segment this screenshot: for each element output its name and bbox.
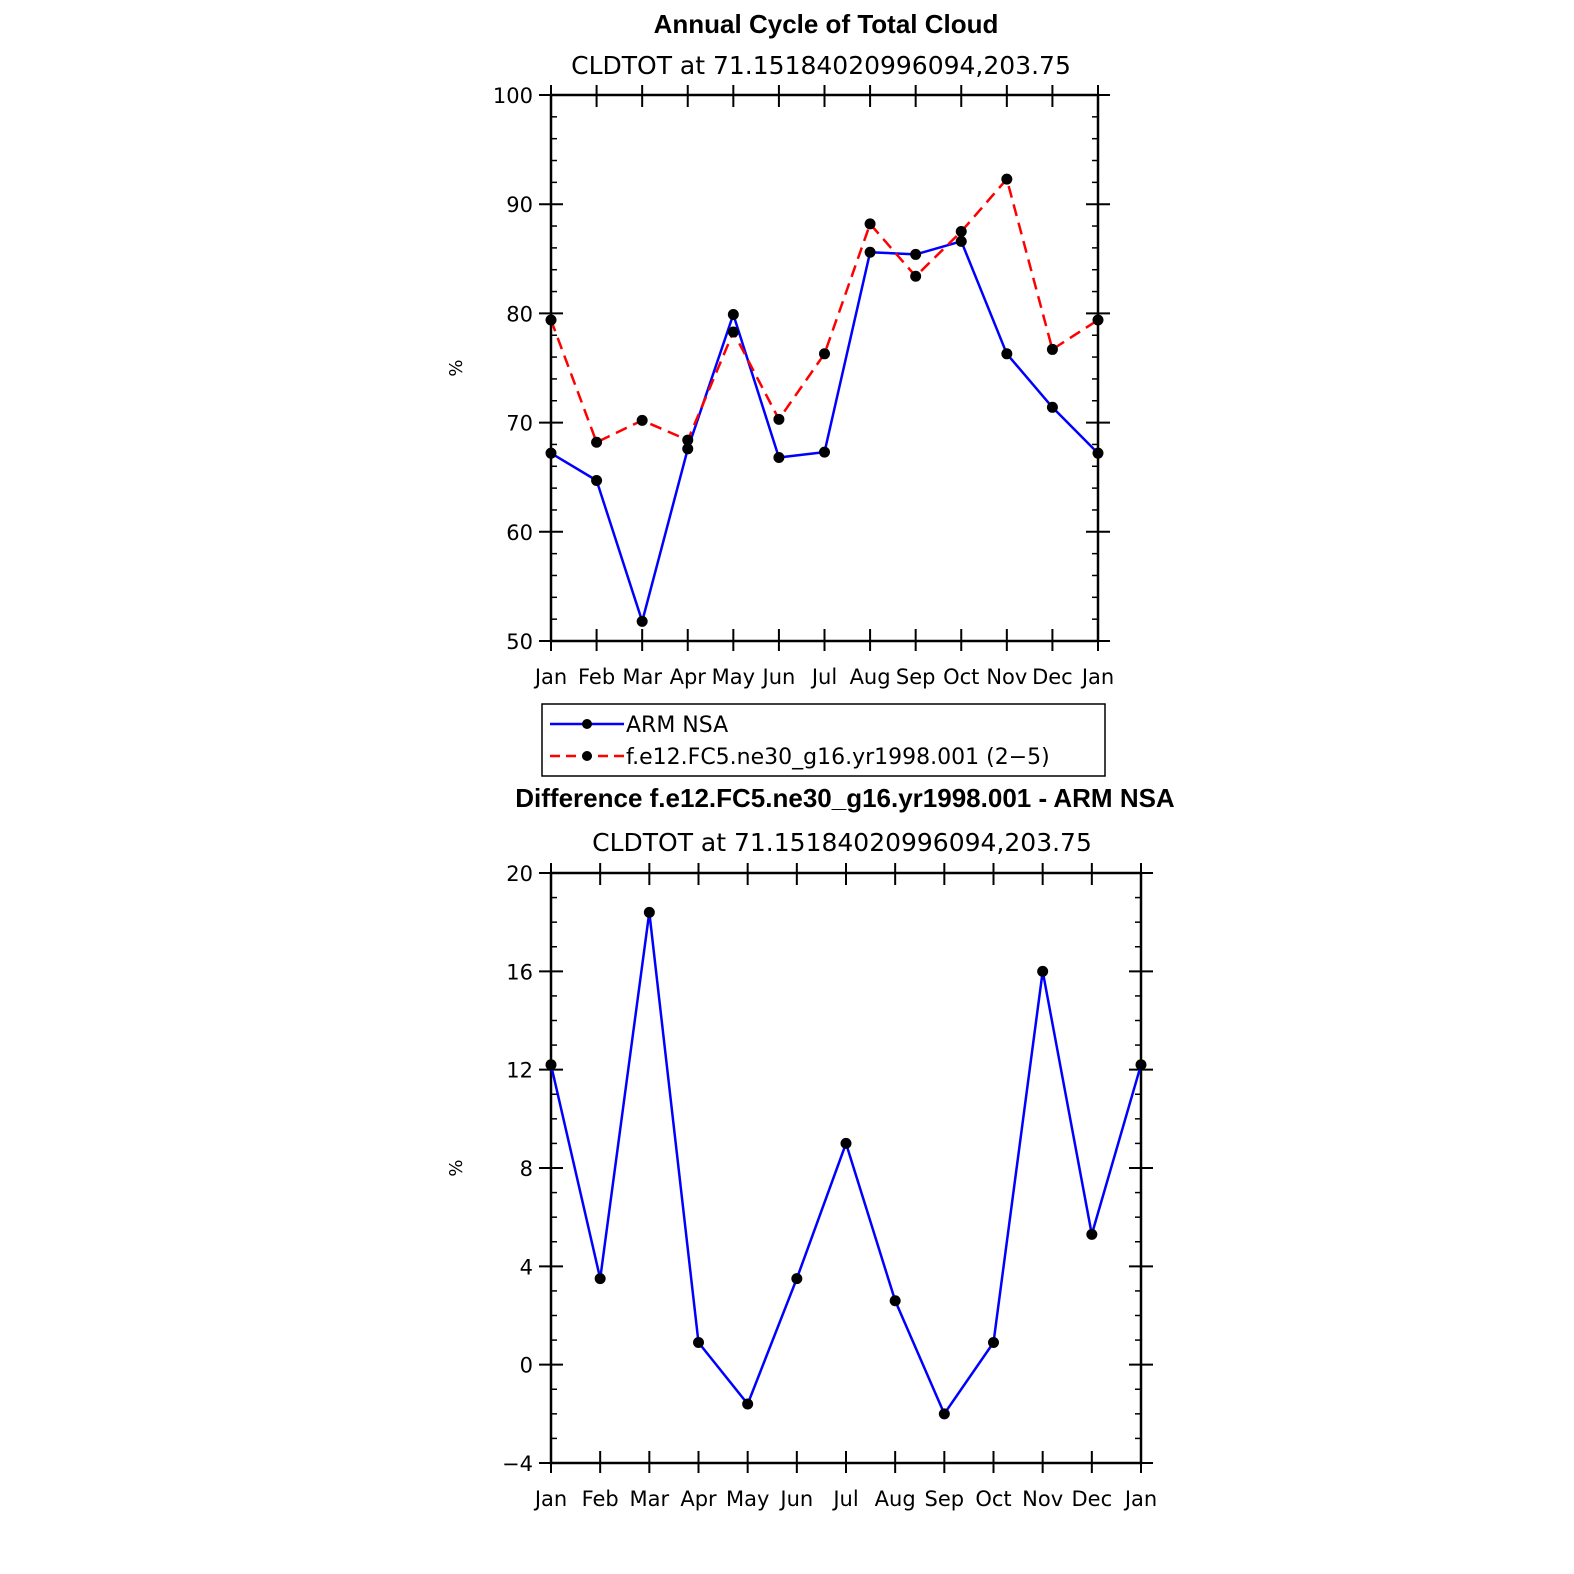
chart1-series-1-point xyxy=(1001,173,1013,185)
chart2-xtick-label: Oct xyxy=(975,1487,1011,1511)
chart2-series-0-point xyxy=(889,1295,901,1307)
chart1-ytick-label: 80 xyxy=(506,302,533,326)
chart1-series-1-point xyxy=(1092,314,1104,326)
chart1-series-0-point xyxy=(955,235,967,247)
chart1-series-1-point xyxy=(819,348,830,360)
chart1-xtick-label: Jun xyxy=(761,665,796,689)
chart1-series-1-point xyxy=(545,314,557,326)
chart1-series-1-point xyxy=(591,436,603,448)
chart1-ytick-label: 70 xyxy=(506,412,533,436)
chart1-series-1-line xyxy=(549,177,1099,444)
legend-model-label: f.e12.FC5.ne30_g16.yr1998.001 (2−5) xyxy=(626,745,1050,770)
chart1-ylabel: % xyxy=(446,359,467,376)
chart2-ytick-label: 12 xyxy=(506,1059,533,1083)
chart2-series-0-point xyxy=(1086,1228,1098,1240)
chart2-xtick-label: Apr xyxy=(680,1487,717,1511)
chart2-xtick-label: May xyxy=(726,1487,769,1511)
chart1-series-0-point xyxy=(1001,348,1013,360)
chart1-plot-area: 50 60 70 80 90 100 Jan Feb Mar Apr May Jun Jul Aug Sep… xyxy=(493,84,1114,689)
chart1-xtick-label: Apr xyxy=(670,665,707,689)
chart1-xtick-label: Aug xyxy=(850,665,891,689)
chart2-title: Difference f.e12.FC5.ne30_g16.yr1998.001… xyxy=(515,783,1175,813)
chart2-series-0-point xyxy=(545,1059,557,1071)
chart1-ytick-label: 90 xyxy=(506,193,533,217)
chart2-subtitle: CLDTOT at 71.15184020996094,203.75 xyxy=(592,828,1092,857)
chart1-xtick-label: Jul xyxy=(810,665,837,689)
chart1-series-1-point xyxy=(636,414,648,426)
chart1-series-0-point xyxy=(1092,447,1104,459)
chart2-xtick-label: Feb xyxy=(582,1487,619,1511)
chart2-series-0-point xyxy=(840,1137,852,1149)
chart2-xtick-label: Jan xyxy=(1123,1487,1157,1511)
chart1-series-0-point xyxy=(591,474,603,486)
chart1-ytick-label: 100 xyxy=(493,84,533,108)
chart1-xtick-label: Feb xyxy=(578,665,615,689)
chart2-series-0-point xyxy=(693,1337,704,1349)
chart1-xtick-label: May xyxy=(712,665,755,689)
chart2-xtick-label: Jul xyxy=(831,1487,858,1511)
chart1-xtick-label: Jan xyxy=(533,665,567,689)
chart2-series-0-point xyxy=(938,1408,950,1420)
chart1-xtick-label: Nov xyxy=(986,665,1027,689)
chart1-series-1-point xyxy=(955,226,967,237)
chart2-ytick-label: 4 xyxy=(520,1255,533,1279)
chart2-plot-area: −4 0 4 8 12 16 20 Jan Feb Mar Apr May Jun Jul Aug Sep Oc… xyxy=(502,862,1157,1511)
chart1-ytick-label: 50 xyxy=(506,630,533,654)
chart1-series-0-point xyxy=(727,308,739,320)
chart2-series-0-line xyxy=(549,911,1143,1416)
chart2-series-0-point xyxy=(594,1273,606,1285)
chart1-series-1-point xyxy=(773,413,785,425)
chart1-xtick-label: Oct xyxy=(943,665,979,689)
chart1-series-0-point xyxy=(636,615,648,627)
chart1-ytick-label: 60 xyxy=(506,521,533,545)
chart1-xtick-label: Mar xyxy=(622,665,662,689)
chart1-series-0-point xyxy=(773,452,785,464)
chart2-series-0-point xyxy=(1135,1059,1147,1071)
legend-model-marker xyxy=(582,751,592,761)
chart1-series-0-point xyxy=(545,447,557,459)
legend: ARM NSA f.e12.FC5.ne30_g16.yr1998.001 (2… xyxy=(541,703,1106,777)
chart2-series-0-point xyxy=(1037,965,1049,977)
legend-arm-label: ARM NSA xyxy=(626,713,728,738)
chart2-xtick-label: Jun xyxy=(778,1487,813,1511)
chart1-series-1-point xyxy=(682,434,694,446)
chart1-series-0-point xyxy=(1046,401,1058,413)
chart2-ytick-label: −4 xyxy=(502,1452,533,1476)
chart2-xtick-label: Jan xyxy=(533,1487,567,1511)
chart2-xtick-label: Nov xyxy=(1022,1487,1063,1511)
chart2-ytick-label: 16 xyxy=(506,960,533,984)
chart1-frame xyxy=(549,93,1100,643)
chart1-xtick-label: Sep xyxy=(896,665,936,689)
chart2-series-0-point xyxy=(742,1398,754,1410)
chart2-frame xyxy=(549,871,1143,1465)
chart1-series-1-point xyxy=(910,270,922,282)
chart2-ytick-label: 8 xyxy=(520,1157,533,1181)
chart1-series-0-point xyxy=(819,446,830,458)
chart1-series-0-point xyxy=(864,246,876,258)
chart1-series-1-point xyxy=(727,326,739,338)
chart2-series-0-point xyxy=(643,906,655,918)
chart2-series-0-point xyxy=(988,1337,999,1349)
chart1-series-0-line xyxy=(550,240,1099,623)
chart2-xtick-label: Mar xyxy=(630,1487,670,1511)
chart1-xtick-label: Jan xyxy=(1080,665,1114,689)
chart2-ytick-label: 20 xyxy=(506,862,533,886)
chart1-series-1-point xyxy=(864,218,876,230)
chart1-subtitle: CLDTOT at 71.15184020996094,203.75 xyxy=(571,51,1071,80)
chart1-xtick-label: Dec xyxy=(1032,665,1073,689)
chart2-ytick-label: 0 xyxy=(520,1354,533,1378)
chart1-series-1-point xyxy=(1046,343,1058,355)
chart2-xtick-label: Dec xyxy=(1072,1487,1113,1511)
legend-box xyxy=(541,703,1106,777)
chart2-series-0-point xyxy=(791,1273,803,1285)
chart1-series-0-point xyxy=(910,248,922,260)
legend-arm-marker xyxy=(582,719,592,729)
chart2-ylabel: % xyxy=(446,1159,467,1176)
chart2-xtick-label: Sep xyxy=(925,1487,965,1511)
chart1-title: Annual Cycle of Total Cloud xyxy=(654,9,999,39)
chart1-series-0-point xyxy=(682,443,694,455)
chart2-xtick-label: Aug xyxy=(875,1487,916,1511)
